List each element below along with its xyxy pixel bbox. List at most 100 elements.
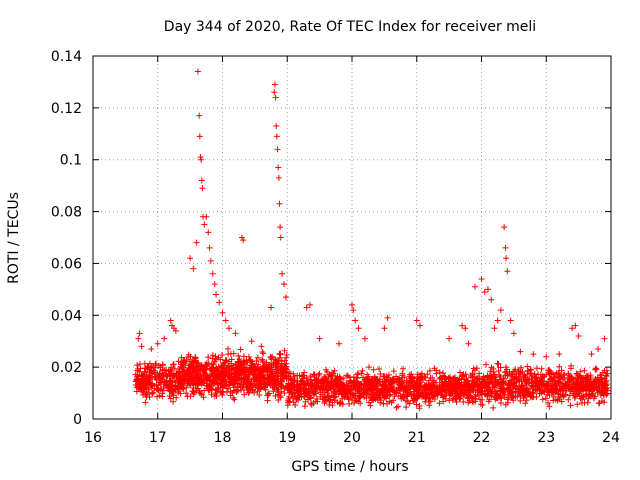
- data-point: [165, 384, 172, 391]
- data-point: [180, 357, 187, 364]
- data-point: [604, 390, 611, 397]
- data-point: [463, 384, 470, 391]
- data-point: [259, 357, 266, 364]
- data-point: [210, 360, 217, 367]
- data-point: [260, 350, 267, 357]
- data-point: [201, 369, 208, 376]
- data-point: [155, 387, 162, 394]
- data-point: [209, 270, 216, 277]
- data-point: [199, 185, 206, 192]
- data-point: [376, 365, 383, 372]
- data-point: [434, 391, 441, 398]
- data-point: [251, 375, 258, 382]
- data-point: [290, 399, 297, 406]
- data-point: [421, 373, 428, 380]
- data-point: [430, 379, 437, 386]
- data-point: [472, 396, 479, 403]
- data-point: [352, 317, 359, 324]
- data-point: [194, 68, 201, 75]
- data-point: [597, 374, 604, 381]
- data-point: [466, 386, 473, 393]
- data-point: [276, 200, 283, 207]
- data-point: [533, 387, 540, 394]
- data-point: [416, 390, 423, 397]
- data-point: [552, 396, 559, 403]
- data-point: [281, 281, 288, 288]
- data-point: [381, 325, 388, 332]
- data-point: [222, 376, 229, 383]
- data-point: [243, 375, 250, 382]
- data-point: [205, 354, 212, 361]
- data-point: [497, 307, 504, 314]
- data-point: [529, 373, 536, 380]
- data-point: [405, 390, 412, 397]
- data-point: [340, 375, 347, 382]
- data-point: [462, 371, 469, 378]
- data-point: [212, 374, 219, 381]
- data-point: [246, 372, 253, 379]
- data-point: [437, 387, 444, 394]
- data-point: [406, 371, 413, 378]
- data-point: [231, 396, 238, 403]
- data-point: [297, 378, 304, 385]
- data-point: [379, 388, 386, 395]
- data-point: [164, 385, 171, 392]
- data-point: [272, 94, 279, 101]
- data-point: [212, 387, 219, 394]
- data-point: [286, 370, 293, 377]
- data-point: [523, 397, 530, 404]
- data-point: [539, 388, 546, 395]
- data-point: [365, 385, 372, 392]
- data-point: [343, 372, 350, 379]
- data-point: [517, 369, 524, 376]
- data-point: [603, 367, 610, 374]
- data-point: [311, 374, 318, 381]
- data-point: [384, 392, 391, 399]
- data-point: [306, 301, 313, 308]
- data-point: [161, 335, 168, 342]
- data-point: [301, 403, 308, 410]
- data-point: [410, 395, 417, 402]
- data-point: [294, 390, 301, 397]
- data-point: [431, 365, 438, 372]
- data-point: [595, 400, 602, 407]
- data-point: [439, 375, 446, 382]
- data-point: [219, 384, 226, 391]
- data-point: [254, 380, 261, 387]
- data-point: [568, 374, 575, 381]
- data-point: [217, 379, 224, 386]
- data-point: [542, 395, 549, 402]
- data-point: [484, 378, 491, 385]
- data-point: [272, 392, 279, 399]
- data-point: [336, 374, 343, 381]
- data-point: [189, 376, 196, 383]
- data-point: [143, 371, 150, 378]
- data-point: [331, 397, 338, 404]
- data-point: [533, 374, 540, 381]
- data-point: [307, 373, 314, 380]
- data-point: [154, 340, 161, 347]
- data-point: [309, 382, 316, 389]
- data-point: [546, 370, 553, 377]
- data-point: [254, 354, 261, 361]
- data-point: [315, 379, 322, 386]
- data-point: [265, 380, 272, 387]
- data-point: [517, 364, 524, 371]
- data-point: [393, 373, 400, 380]
- data-point: [558, 398, 565, 405]
- data-point: [413, 317, 420, 324]
- data-point: [419, 388, 426, 395]
- data-point: [277, 224, 284, 231]
- data-point: [445, 375, 452, 382]
- data-point: [191, 377, 198, 384]
- data-point: [504, 268, 511, 275]
- data-point: [354, 371, 361, 378]
- data-point: [479, 396, 486, 403]
- data-point: [300, 388, 307, 395]
- data-point: [584, 382, 591, 389]
- x-tick-label: 24: [602, 430, 620, 446]
- data-point: [219, 351, 226, 358]
- data-point: [226, 375, 233, 382]
- data-point: [381, 394, 388, 401]
- data-point: [308, 376, 315, 383]
